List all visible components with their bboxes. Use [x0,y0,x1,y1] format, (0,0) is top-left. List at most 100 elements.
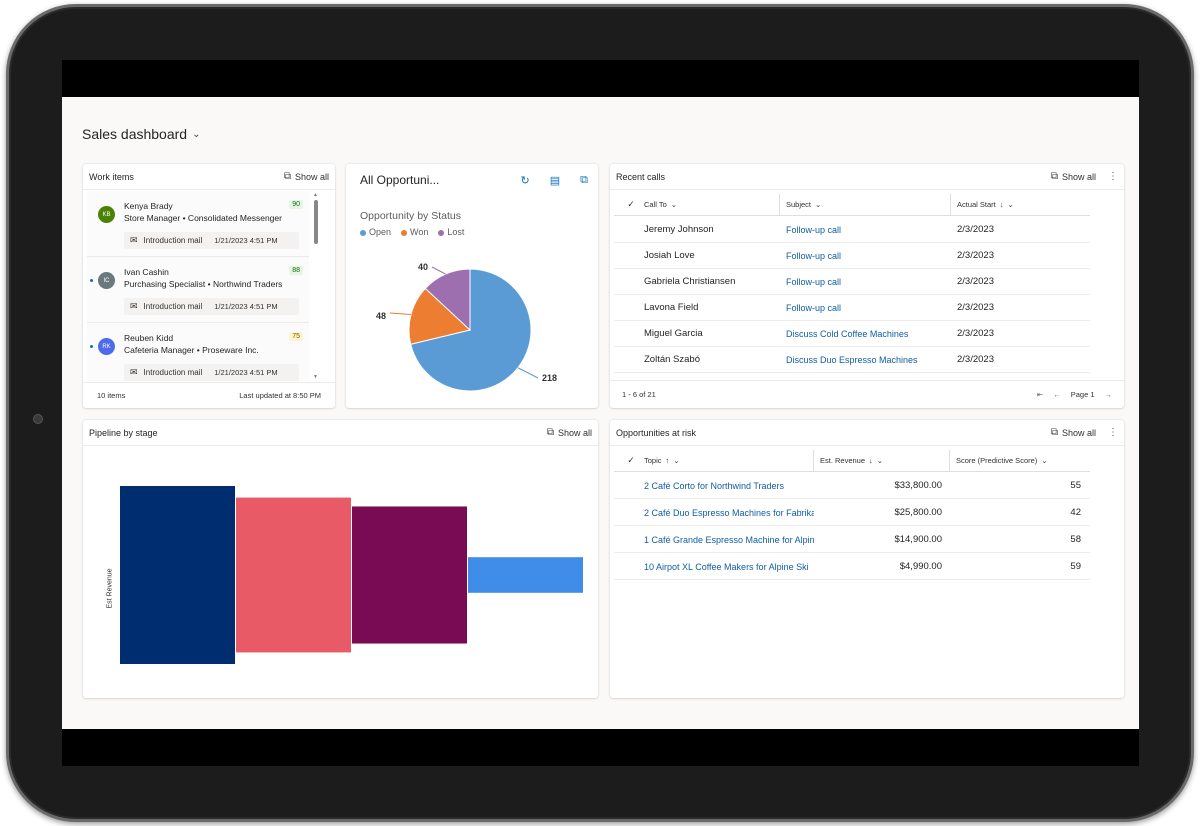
column-est-revenue[interactable]: Est. Revenue ↓ ⌄ [814,450,950,471]
open-in-new-icon: ⧉ [1050,171,1058,182]
sort-up-icon: ↑ [665,456,670,465]
sort-down-icon: ↓ [999,200,1004,209]
table-row[interactable]: Jeremy Johnson Follow-up call 2/3/2023 [614,217,1090,243]
actual-start-cell: 2/3/2023 [957,354,994,365]
pipeline-funnel-chart [120,486,583,664]
show-all-label: Show all [1061,171,1096,182]
recent-calls-range: 1 - 6 of 21 [622,390,656,399]
legend-item-lost[interactable]: Lost [438,227,464,237]
table-row[interactable]: 2 Café Corto for Northwind Traders $33,80… [614,473,1090,499]
score-badge: 90 [289,200,303,209]
select-all-checkbox[interactable]: ✓ [627,199,635,209]
opportunity-pie-chart: 218 48 40 [376,262,557,392]
more-options-icon[interactable]: ⋮ [1108,427,1118,438]
column-score[interactable]: Score (Predictive Score) ⌄ [956,456,1048,465]
chart-title: Opportunity by Status [360,210,461,222]
subject-link[interactable]: Follow-up call [786,276,842,287]
page-indicator: Page 1 [1070,390,1095,399]
work-item-name[interactable]: Ivan Cashin [124,267,169,277]
opportunities-header: All Opportuni... ↻ ▤ ⧉ [360,173,588,187]
table-row[interactable]: 2 Café Duo Espresso Machines for Fabrika… [614,500,1090,526]
topic-link[interactable]: 2 Café Duo Espresso Machines for Fabrika… [644,507,814,518]
subject-link[interactable]: Follow-up call [786,302,842,313]
call-to-cell: Lavona Field [644,302,699,313]
subject-link[interactable]: Follow-up call [786,224,842,235]
chevron-down-icon: ⌄ [673,456,680,465]
work-item[interactable]: IC Ivan Cashin Purchasing Specialist • Nor… [87,257,309,323]
topic-link[interactable]: 1 Café Grande Espresso Machine for Alpin… [644,534,814,545]
table-row[interactable]: Zoltán Szabó Discuss Duo Espresso Machine… [614,347,1090,373]
column-call-to[interactable]: Call To ⌄ [638,194,780,215]
first-page-icon[interactable]: ⇤ [1036,390,1044,399]
open-in-new-icon: ⧉ [546,427,554,438]
pipeline-show-all-button[interactable]: ⧉ Show all [547,427,592,438]
open-in-new-icon: ⧉ [283,171,291,182]
show-all-label: Show all [1061,427,1096,438]
work-item[interactable]: KB Kenya Brady Store Manager • Consolidate… [87,191,309,257]
table-row[interactable]: Miguel Garcia Discuss Cold Coffee Machine… [614,321,1090,347]
work-item-activity[interactable]: ✉ Introduction mail 1/21/2023 4:51 PM [124,364,299,381]
opportunities-card: All Opportuni... ↻ ▤ ⧉ Opportunity by St… [346,164,598,408]
subject-link[interactable]: Follow-up call [786,250,842,261]
table-row[interactable]: 1 Café Grande Espresso Machine for Alpin… [614,527,1090,553]
legend-item-open[interactable]: Open [360,227,391,237]
activity-timestamp: 1/21/2023 4:51 PM [214,236,278,245]
legend-item-won[interactable]: Won [401,227,428,237]
select-all-checkbox[interactable]: ✓ [627,455,635,465]
mail-icon: ✉ [130,235,138,245]
table-row[interactable]: Gabriela Christiansen Follow-up call 2/3/2… [614,269,1090,295]
chevron-down-icon: ⌄ [1041,456,1048,465]
work-item-activity[interactable]: ✉ Introduction mail 1/21/2023 4:51 PM [124,232,299,249]
pipeline-stage-bar[interactable] [468,557,583,593]
column-actual-start[interactable]: Actual Start ↓ ⌄ [957,200,1014,209]
topic-link[interactable]: 10 Airpot XL Coffee Makers for Alpine Sk… [644,561,809,572]
avatar: KB [98,206,115,223]
data-label-open: 218 [542,373,557,383]
report-icon[interactable]: ▤ [549,174,561,187]
refresh-icon[interactable]: ↻ [520,174,530,187]
previous-page-icon[interactable]: ← [1053,390,1061,399]
work-item-role: Cafeteria Manager • Proseware Inc. [124,345,259,355]
data-label-won: 48 [376,311,386,321]
opportunities-view-title[interactable]: All Opportuni... [360,173,440,187]
work-items-list: KB Kenya Brady Store Manager • Consolidate… [87,191,309,381]
pipeline-stage-bar[interactable] [120,486,235,664]
work-items-show-all-button[interactable]: ⧉ Show all [284,171,329,182]
work-item-name[interactable]: Reuben Kidd [124,333,174,343]
expand-icon[interactable]: ⧉ [580,173,588,186]
table-row[interactable]: Josiah Love Follow-up call 2/3/2023 [614,243,1090,269]
scroll-up-icon[interactable]: ▲ [313,192,318,198]
subject-link[interactable]: Discuss Duo Espresso Machines [786,354,918,365]
column-topic[interactable]: Topic ↑ ⌄ [638,450,814,471]
pipeline-title: Pipeline by stage [89,427,158,438]
next-page-icon[interactable]: → [1104,390,1113,399]
work-items-card: Work items ⧉ Show all KB Kenya Brady Store… [83,164,335,408]
chevron-down-icon: ⌄ [670,200,678,209]
pipeline-stage-bar[interactable] [352,506,467,644]
at-risk-show-all-button[interactable]: ⧉ Show all [1051,427,1096,438]
work-items-count: 10 items [97,391,126,400]
avatar: RK [98,338,115,355]
work-item-name[interactable]: Kenya Brady [124,201,173,211]
pipeline-stage-bar[interactable] [236,497,351,653]
more-options-icon[interactable]: ⋮ [1108,171,1118,182]
topic-link[interactable]: 2 Café Corto for Northwind Traders [644,480,785,491]
dashboard-title: Sales dashboard [82,126,188,142]
work-item[interactable]: RK Reuben Kidd Cafeteria Manager • Prosewa… [87,323,309,381]
scroll-down-icon[interactable]: ▼ [313,374,318,380]
score-cell: 58 [1070,534,1081,545]
chevron-down-icon: ⌄ [815,200,822,209]
pie-slice-open[interactable] [410,268,532,392]
dashboard-selector[interactable]: Sales dashboard ⌄ [82,126,200,142]
work-item-activity[interactable]: ✉ Introduction mail 1/21/2023 4:51 PM [124,298,299,315]
recent-calls-show-all-button[interactable]: ⧉ Show all [1051,171,1096,182]
table-row[interactable]: 10 Airpot XL Coffee Makers for Alpine Sk… [614,554,1090,580]
work-items-scrollbar[interactable] [314,200,318,244]
score-badge: 88 [289,266,303,275]
revenue-cell: $25,800.00 [894,507,942,518]
subject-link[interactable]: Discuss Cold Coffee Machines [786,328,909,339]
chevron-down-icon: ⌄ [876,456,884,465]
activity-timestamp: 1/21/2023 4:51 PM [214,302,278,311]
column-subject[interactable]: Subject ⌄ [780,194,951,215]
table-row[interactable]: Lavona Field Follow-up call 2/3/2023 [614,295,1090,321]
